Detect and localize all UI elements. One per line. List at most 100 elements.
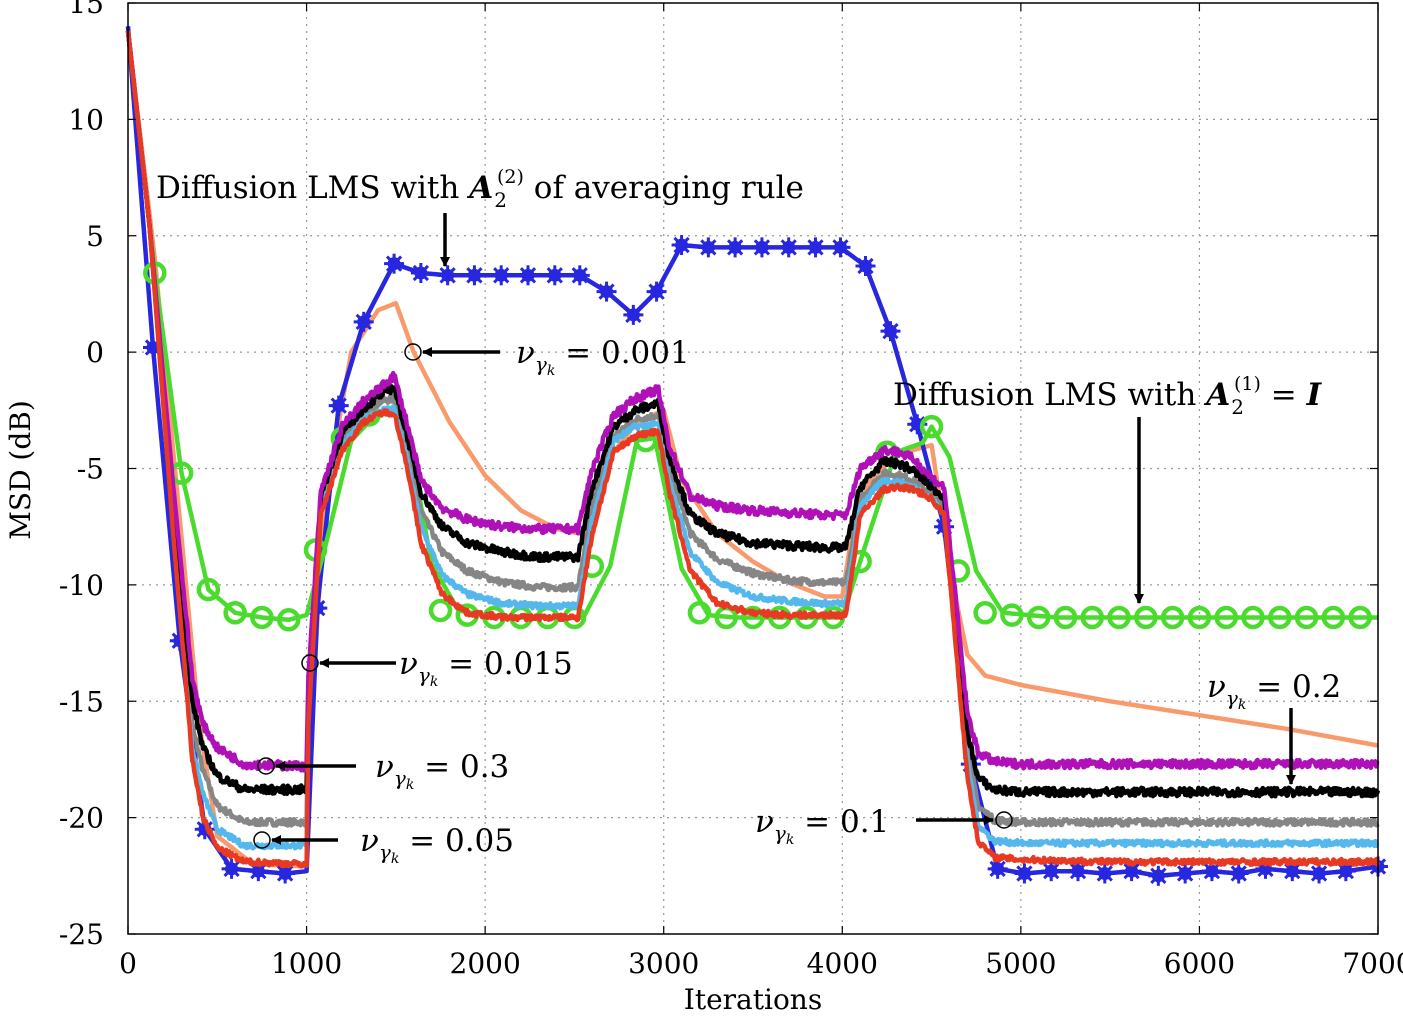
series-marker: [1294, 605, 1319, 630]
annotation-nu-0015: νγk = 0.015: [399, 646, 573, 690]
x-tick-label: 6000: [1164, 947, 1235, 980]
annotation-averaging-rule: Diffusion LMS with A2(2) of averaging ru…: [156, 166, 804, 212]
pointer-circle-0001: [404, 343, 422, 361]
series-marker: [1000, 603, 1024, 627]
pointer-circle-01: [995, 811, 1013, 829]
annotation-averaging-sup: (2): [497, 166, 524, 188]
series-marker: [1053, 605, 1078, 630]
series-marker: [250, 605, 274, 630]
series-marker: [1321, 605, 1346, 630]
series-line: [125, 30, 1381, 799]
annotation-nu-01-eq: =: [794, 804, 840, 840]
annotation-nu-03-eq: =: [414, 749, 460, 785]
y-tick-label: -25: [59, 918, 104, 951]
series-marker: [276, 608, 301, 632]
annotation-nu-005: νγk = 0.05: [360, 823, 514, 867]
series-marker: [384, 253, 405, 274]
annotation-nu-03-nu: ν: [375, 749, 394, 785]
annotations: Diffusion LMS with A2(2) of averaging ru…: [156, 166, 1341, 867]
annotation-nu-0001-nu: ν: [516, 335, 535, 371]
x-tick-label: 0: [119, 947, 137, 980]
series-marker: [623, 304, 644, 325]
annotation-nu-005-gamma: γ: [379, 840, 391, 864]
x-tick-label: 4000: [807, 947, 878, 980]
annotation-nu-0001-k: k: [547, 363, 555, 379]
series-line: [125, 30, 1380, 773]
series-marker: [428, 598, 453, 623]
series-marker: [328, 395, 349, 416]
pointer-circle-005: [253, 831, 271, 849]
annotation-nu-01-value: 0.1: [840, 804, 889, 840]
series-marker: [1187, 605, 1212, 630]
y-tick-label: -5: [77, 453, 104, 486]
annotation-nu-02-k: k: [1238, 697, 1246, 713]
series-line: [125, 26, 1379, 879]
pointer-circle-0015: [301, 654, 319, 672]
series-marker: [751, 237, 772, 258]
y-tick-label: -10: [59, 569, 104, 602]
annotation-nu-005-nu: ν: [360, 823, 379, 859]
series-marker: [1014, 863, 1035, 884]
annotation-nu-0015-gamma: γ: [418, 663, 430, 687]
annotation-identity-sup: (1): [1234, 373, 1261, 395]
y-axis-title: MSD (dB): [4, 400, 37, 540]
x-tick-label: 3000: [628, 947, 699, 980]
series-marker: [491, 265, 512, 286]
annotation-nu-0015-value: 0.015: [484, 646, 573, 682]
series-marker: [805, 237, 826, 258]
annotation-nu-005-value: 0.05: [445, 823, 514, 859]
y-tick-label: 0: [86, 336, 104, 369]
series-marker: [437, 265, 458, 286]
series-marker: [698, 237, 719, 258]
annotation-nu-0001-eq: =: [555, 335, 601, 371]
series-line: [125, 30, 1380, 851]
series-4: [125, 30, 1381, 799]
annotation-nu-03-k: k: [406, 777, 414, 793]
series-marker: [1214, 605, 1238, 630]
annotation-nu-03: νγk = 0.3: [375, 749, 509, 793]
series-marker: [1068, 861, 1088, 882]
annotation-averaging-post: of averaging rule: [524, 170, 804, 206]
series-marker: [1241, 605, 1265, 630]
annotation-nu-0001: νγk = 0.001: [516, 335, 690, 379]
annotation-identity-eq: =: [1261, 377, 1307, 413]
series-marker: [221, 858, 242, 879]
series-marker: [830, 237, 851, 258]
grid: [128, 3, 1378, 934]
annotation-identity: Diffusion LMS with A2(1) = I: [893, 373, 1323, 419]
series-marker: [1335, 861, 1356, 882]
series-marker: [248, 861, 269, 882]
x-tick-label: 5000: [985, 947, 1056, 980]
x-tick-label: 1000: [271, 947, 342, 980]
series-marker: [1348, 605, 1372, 630]
series-marker: [1041, 861, 1062, 882]
series-marker: [646, 281, 667, 302]
annotation-nu-01: νγk = 0.1: [755, 804, 889, 848]
series-marker: [1201, 861, 1222, 882]
series-marker: [1026, 605, 1051, 630]
series-marker: [1134, 605, 1158, 630]
tick-labels: 0 1000 2000 3000 4000 5000 6000 7000 15 10 5 0 -5 -10…: [59, 0, 1403, 980]
series-marker: [1107, 605, 1131, 630]
annotation-identity-rhs: I: [1306, 377, 1323, 413]
series-7: [125, 30, 1381, 869]
annotation-nu-01-nu: ν: [755, 804, 774, 840]
series-marker: [671, 235, 692, 256]
series-marker: [353, 311, 374, 332]
series-marker: [855, 256, 876, 277]
series-marker: [518, 265, 538, 286]
series-marker: [544, 265, 565, 286]
series-marker: [464, 265, 485, 286]
annotation-averaging-sym: A: [466, 170, 493, 206]
series-marker: [1148, 865, 1169, 886]
series-marker: [880, 321, 901, 342]
x-tick-label: 7000: [1342, 947, 1403, 980]
y-tick-label: -20: [59, 802, 104, 835]
annotation-nu-02-value: 0.2: [1292, 669, 1341, 705]
plot-series: [125, 26, 1388, 886]
series-marker: [1228, 863, 1249, 884]
series-marker: [569, 265, 590, 286]
annotation-identity-sub: 2: [1231, 395, 1244, 419]
annotation-nu-03-value: 0.3: [460, 749, 509, 785]
